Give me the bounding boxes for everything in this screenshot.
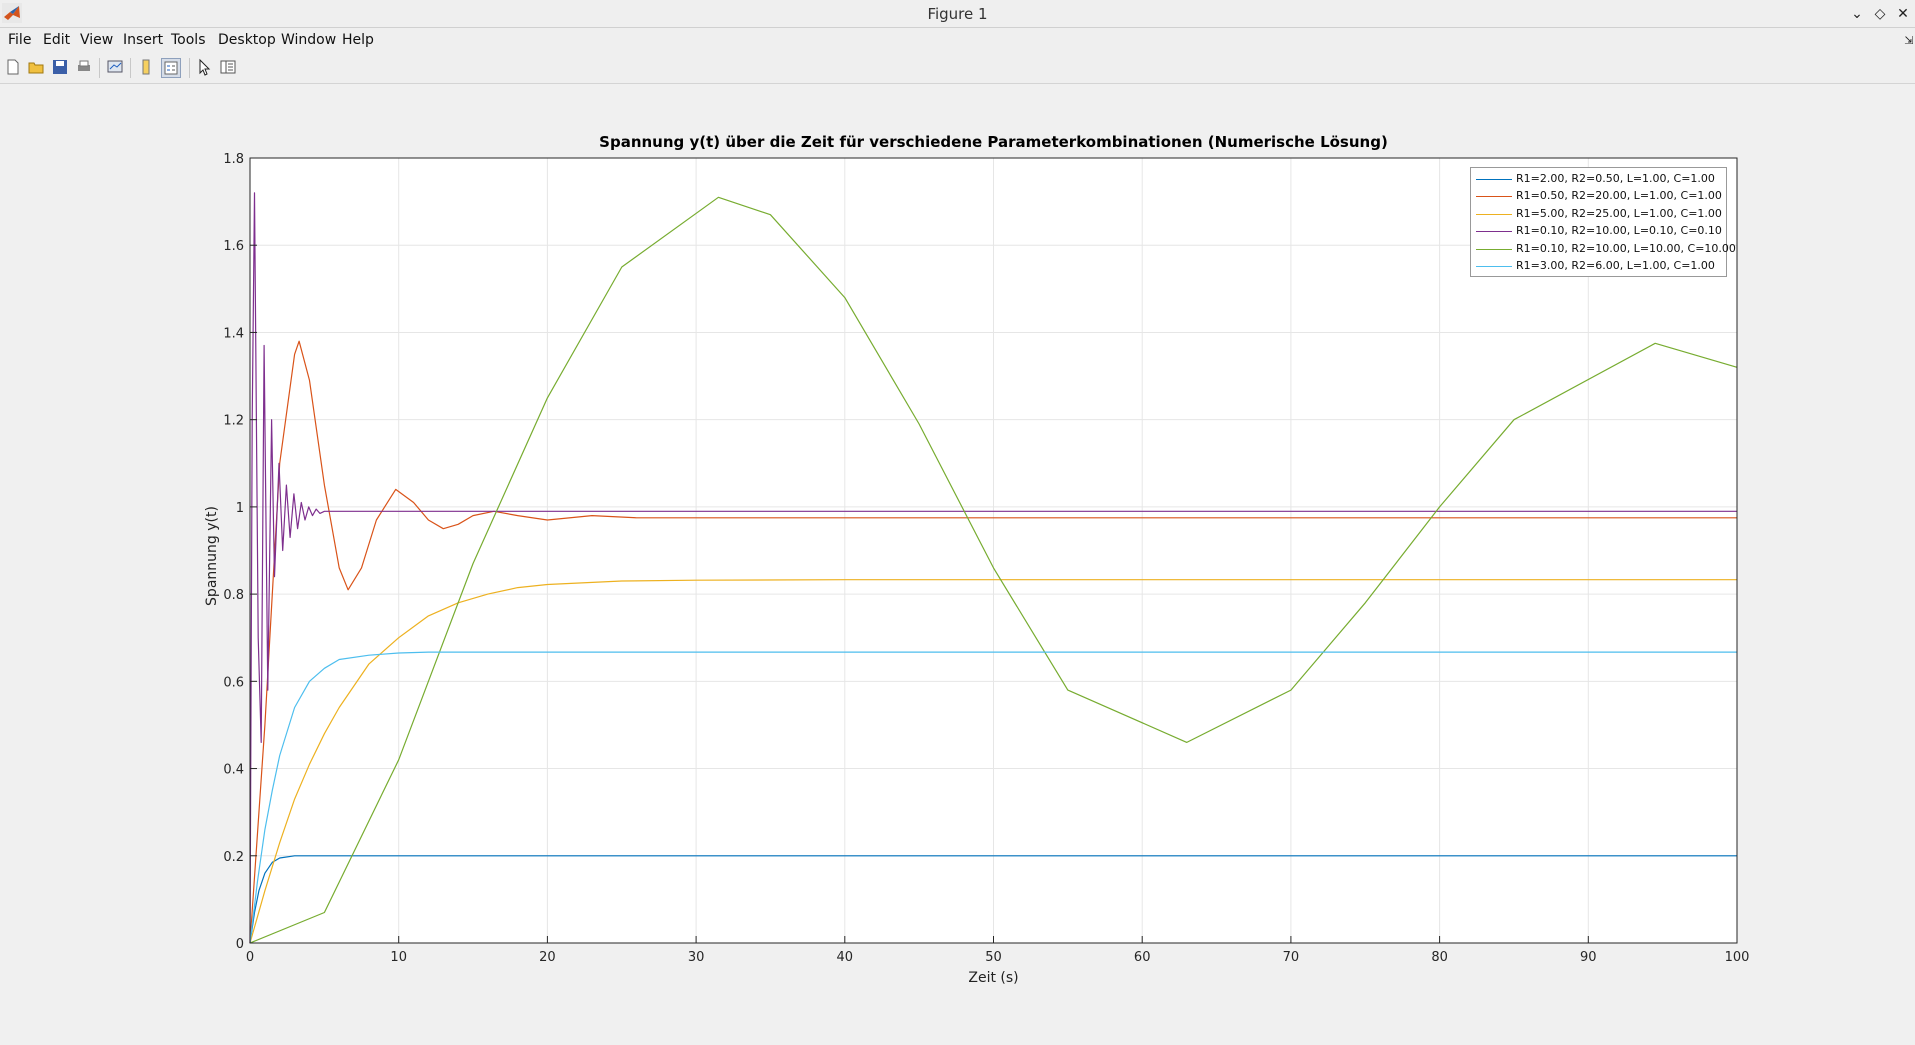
- edit-plot-icon[interactable]: [196, 58, 214, 76]
- property-inspector-icon[interactable]: [219, 58, 237, 76]
- menu-view[interactable]: View: [80, 32, 114, 48]
- new-figure-icon[interactable]: [4, 58, 22, 76]
- menu-edit[interactable]: Edit: [43, 32, 71, 48]
- legend-entry: R1=2.00, R2=0.50, L=1.00, C=1.00: [1476, 172, 1715, 189]
- y-tick-label: 0.8: [223, 588, 244, 603]
- window-title: Figure 1: [927, 5, 988, 23]
- figure-toolbar: [0, 52, 1915, 84]
- maximize-icon[interactable]: ◇: [1874, 6, 1886, 22]
- legend-swatch: [1476, 248, 1512, 250]
- y-tick-label: 1: [236, 501, 244, 516]
- link-plot-icon[interactable]: [106, 58, 124, 76]
- legend-entry: R1=0.10, R2=10.00, L=0.10, C=0.10: [1476, 224, 1722, 241]
- x-tick-label: 20: [539, 950, 556, 965]
- y-tick-label: 1.2: [223, 414, 244, 429]
- menu-file[interactable]: File: [8, 32, 32, 48]
- y-tick-label: 1.8: [223, 152, 244, 167]
- legend-swatch: [1476, 230, 1512, 232]
- x-axis-label: Zeit (s): [968, 970, 1019, 986]
- menu-tools[interactable]: Tools: [171, 32, 206, 48]
- x-tick-label: 60: [1134, 950, 1151, 965]
- legend-swatch: [1476, 265, 1512, 267]
- series-line-1: [249, 855, 1737, 944]
- x-tick-label: 80: [1431, 950, 1448, 965]
- axis-ticks: 0 10 20 30 40 50 60 70 80 90 100 0 0.2 0.4 0.6 0.8 1 1.2 1…: [223, 152, 1749, 965]
- minimize-icon[interactable]: ⌄: [1851, 6, 1863, 22]
- y-tick-label: 0.6: [223, 675, 244, 690]
- figure-canvas: 0 10 20 30 40 50 60 70 80 90 100 0 0.2 0.4 0.6 0.8 1 1.2 1…: [223, 152, 1749, 965]
- legend[interactable]: R1=2.00, R2=0.50, L=1.00, C=1.00 R1=0.50…: [1470, 167, 1736, 277]
- matlab-logo-icon: [2, 3, 22, 23]
- chart-title: Spannung y(t) über die Zeit für verschie…: [599, 133, 1388, 151]
- legend-swatch: [1476, 213, 1512, 215]
- x-tick-label: 0: [246, 950, 254, 965]
- series-line-3: [249, 579, 1737, 944]
- save-icon[interactable]: [51, 58, 69, 76]
- menu-insert[interactable]: Insert: [123, 32, 164, 48]
- y-tick-label: 0: [236, 937, 244, 952]
- legend-entry: R1=5.00, R2=25.00, L=1.00, C=1.00: [1476, 207, 1722, 224]
- series-line-2: [249, 340, 1737, 944]
- legend-entry: R1=0.50, R2=20.00, L=1.00, C=1.00: [1476, 189, 1722, 206]
- menu-window[interactable]: Window: [281, 32, 337, 48]
- x-tick-label: 10: [390, 950, 407, 965]
- x-tick-label: 30: [688, 950, 705, 965]
- x-tick-label: 40: [837, 950, 854, 965]
- legend-entry: R1=0.10, R2=10.00, L=10.00, C=10.00: [1476, 242, 1736, 259]
- menu-bar: File Edit View Insert Tools Desktop Wind…: [0, 28, 1915, 52]
- y-tick-label: 0.2: [223, 850, 244, 865]
- window-titlebar: Figure 1 ⌄ ◇ ✕: [0, 0, 1915, 28]
- print-icon[interactable]: [75, 58, 93, 76]
- menu-desktop[interactable]: Desktop: [218, 32, 276, 48]
- menu-help[interactable]: Help: [342, 32, 374, 48]
- y-tick-label: 1.6: [223, 239, 244, 254]
- y-tick-label: 0.4: [223, 763, 244, 778]
- series-line-6: [249, 651, 1737, 944]
- x-tick-label: 90: [1580, 950, 1597, 965]
- data-series: [249, 192, 1738, 944]
- legend-entry: R1=3.00, R2=6.00, L=1.00, C=1.00: [1476, 259, 1715, 276]
- x-tick-label: 50: [985, 950, 1002, 965]
- series-line-5: [249, 196, 1738, 944]
- open-file-icon[interactable]: [27, 58, 45, 76]
- legend-swatch: [1476, 195, 1512, 197]
- y-tick-label: 1.4: [223, 326, 244, 341]
- y-axis-label: Spannung y(t): [204, 506, 220, 606]
- legend-icon[interactable]: [161, 58, 181, 78]
- close-icon[interactable]: ✕: [1897, 6, 1909, 22]
- legend-swatch: [1476, 178, 1512, 180]
- series-line-4: [249, 192, 1737, 944]
- colorbar-icon[interactable]: [137, 58, 155, 76]
- x-tick-label: 100: [1725, 950, 1750, 965]
- x-tick-label: 70: [1283, 950, 1300, 965]
- undock-icon[interactable]: ⇲: [1904, 34, 1914, 47]
